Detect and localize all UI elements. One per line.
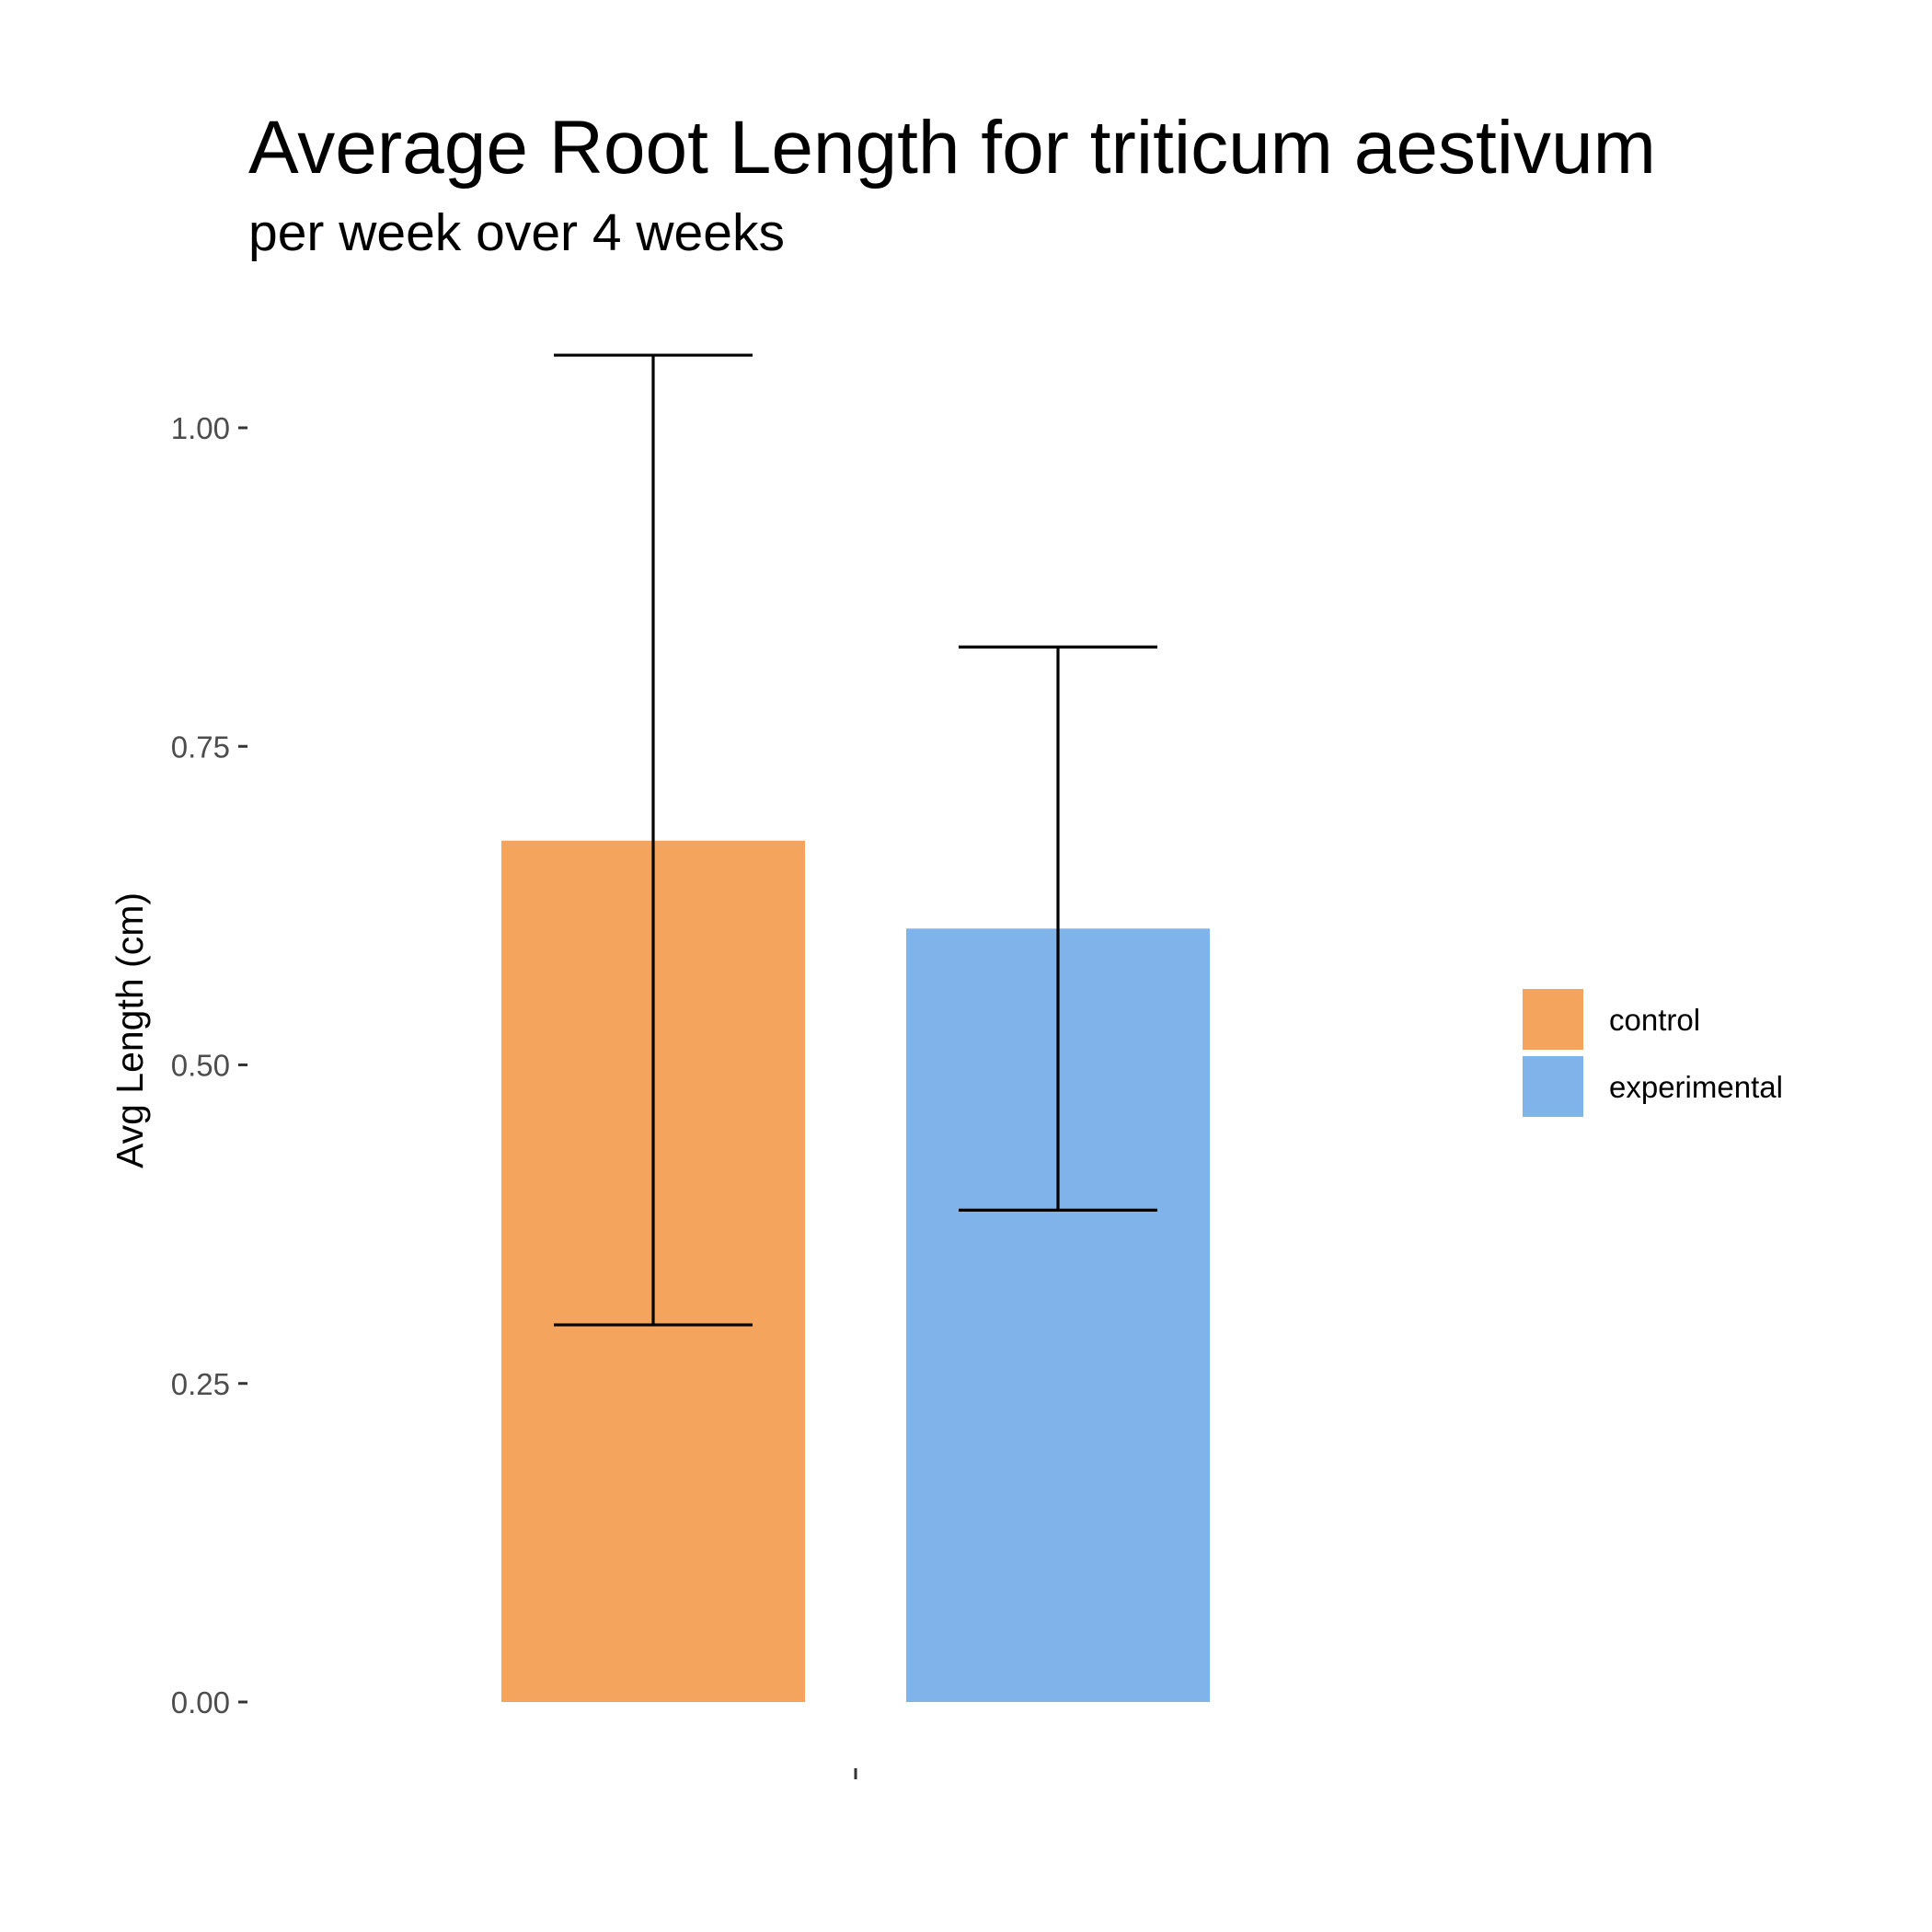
chart-subtitle: per week over 4 weeks [248,203,785,262]
legend: control experimental [1523,989,1783,1117]
y-tick-label: 1.00 [171,411,230,445]
y-axis-title: Avg Length (cm) [109,892,151,1168]
y-axis: 0.00 0.25 0.50 0.75 1.00 [171,411,247,1719]
legend-label-experimental: experimental [1609,1070,1783,1104]
y-tick-label: 0.75 [171,730,230,764]
y-tick-label: 0.25 [171,1367,230,1401]
error-bar-control [554,353,753,1327]
bar-group [501,840,1210,1702]
error-bar-experimental [959,645,1157,1212]
error-bar-group [554,353,1157,1327]
legend-label-control: control [1609,1003,1700,1037]
y-tick-label: 0.00 [171,1685,230,1719]
chart-title: Average Root Length for triticum aestivu… [248,106,1656,190]
legend-key-experimental [1523,1056,1583,1117]
legend-key-control [1523,989,1583,1050]
y-tick-label: 0.50 [171,1049,230,1083]
